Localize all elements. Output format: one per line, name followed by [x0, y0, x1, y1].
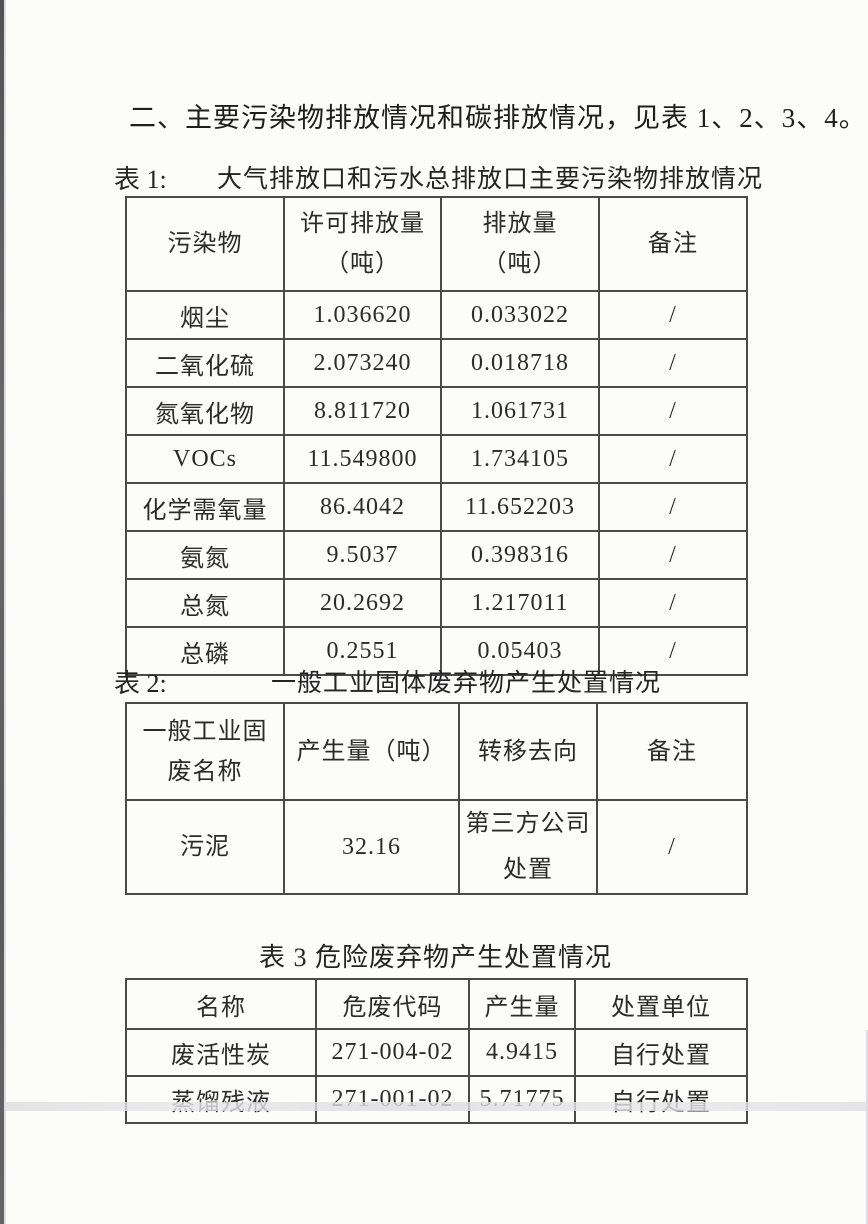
table-row: 蒸馏残液 271-001-02 5.71775 自行处置 — [125, 1075, 748, 1124]
t1-header-permitted-amount: 许可排放量 （吨） — [283, 196, 442, 292]
table-cell: 1.061731 — [440, 386, 600, 436]
table-cell: 蒸馏残液 — [125, 1075, 317, 1124]
table-row: 总磷 0.2551 0.05403 / — [125, 626, 748, 676]
table-row: 氨氮 9.5037 0.398316 / — [125, 530, 748, 580]
table-row: 烟尘 1.036620 0.033022 / — [125, 290, 748, 340]
table-cell: / — [598, 386, 748, 436]
table-cell: 86.4042 — [283, 482, 442, 532]
section-heading: 二、主要污染物排放情况和碳排放情况，见表 1、2、3、4。 — [129, 103, 867, 133]
table-cell: / — [596, 799, 748, 895]
table-cell: / — [598, 482, 748, 532]
scan-line-artifact — [6, 1102, 868, 1111]
table-cell: 烟尘 — [125, 290, 285, 340]
t2-header-remark: 备注 — [596, 702, 748, 801]
scan-edge-right — [866, 1030, 868, 1224]
table-cell: 32.16 — [283, 799, 460, 895]
t1-header-remark: 备注 — [598, 196, 748, 292]
table1-air-water-pollutants: 污染物 许可排放量 （吨） 排放量 （吨） 备注 烟尘 1.036620 0.033… — [125, 196, 748, 676]
table-row: 废活性炭 271-004-02 4.9415 自行处置 — [125, 1028, 748, 1077]
table-cell: 8.811720 — [283, 386, 442, 436]
t2-header-waste-name: 一般工业固 废名称 — [125, 702, 285, 801]
table-cell: 废活性炭 — [125, 1028, 317, 1077]
table-row: 污泥 32.16 第三方公司 处置 / — [125, 799, 748, 895]
table-row: 氮氧化物 8.811720 1.061731 / — [125, 386, 748, 436]
table-row: 总氮 20.2692 1.217011 / — [125, 578, 748, 628]
table-cell: 1.734105 — [440, 434, 600, 484]
table-cell: / — [598, 290, 748, 340]
table-cell: 9.5037 — [283, 530, 442, 580]
table-cell: / — [598, 578, 748, 628]
table-cell: 0.018718 — [440, 338, 600, 388]
table-cell: 污泥 — [125, 799, 285, 895]
table-row: 二氧化硫 2.073240 0.018718 / — [125, 338, 748, 388]
table-cell: / — [598, 338, 748, 388]
table2-general-solid-waste: 一般工业固 废名称 产生量（吨） 转移去向 备注 污泥 32.16 第三方公司 处置… — [125, 702, 748, 895]
t3-header-disposal-unit: 处置单位 — [574, 978, 748, 1030]
table2-label: 表 2: — [114, 669, 167, 698]
table-cell: 氮氧化物 — [125, 386, 285, 436]
table1-caption: 大气排放口和污水总排放口主要污染物排放情况 — [217, 166, 764, 193]
table-cell: 20.2692 — [283, 578, 442, 628]
table-cell: 0.2551 — [283, 626, 442, 676]
table-header-row: 污染物 许可排放量 （吨） 排放量 （吨） 备注 — [125, 196, 748, 292]
table-cell: 总氮 — [125, 578, 285, 628]
t3-header-generated-amount: 产生量 — [468, 978, 576, 1030]
table-cell: 4.9415 — [468, 1028, 576, 1077]
table-cell: / — [598, 530, 748, 580]
t3-header-name: 名称 — [125, 978, 317, 1030]
table-cell: 1.217011 — [440, 578, 600, 628]
table-cell: VOCs — [125, 434, 285, 484]
table-cell: 0.033022 — [440, 290, 600, 340]
table-cell: 自行处置 — [574, 1028, 748, 1077]
table3-hazardous-waste: 名称 危废代码 产生量 处置单位 废活性炭 271-004-02 4.9415 … — [125, 978, 748, 1124]
table1-label: 表 1: — [114, 165, 167, 194]
table-header-row: 名称 危废代码 产生量 处置单位 — [125, 978, 748, 1030]
table-row: 化学需氧量 86.4042 11.652203 / — [125, 482, 748, 532]
table3-caption: 表 3 危险废弃物产生处置情况 — [258, 943, 612, 972]
t3-header-hazard-code: 危废代码 — [315, 978, 470, 1030]
table-row: VOCs 11.549800 1.734105 / — [125, 434, 748, 484]
scan-edge-left-soft — [4, 0, 6, 1224]
t2-header-generated-amount: 产生量（吨） — [283, 702, 460, 801]
table-cell: 化学需氧量 — [125, 482, 285, 532]
table2-caption: 一般工业固体废弃物产生处置情况 — [271, 670, 662, 697]
t1-header-emission-amount: 排放量 （吨） — [440, 196, 600, 292]
table-header-row: 一般工业固 废名称 产生量（吨） 转移去向 备注 — [125, 702, 748, 801]
table-cell: 2.073240 — [283, 338, 442, 388]
table-cell: 1.036620 — [283, 290, 442, 340]
table-cell: 0.398316 — [440, 530, 600, 580]
table-cell: 氨氮 — [125, 530, 285, 580]
table-cell: 5.71775 — [468, 1075, 576, 1124]
table-cell: 11.549800 — [283, 434, 442, 484]
t1-header-pollutant: 污染物 — [125, 196, 285, 292]
table-cell: 第三方公司 处置 — [458, 799, 598, 895]
table-cell: 自行处置 — [574, 1075, 748, 1124]
table-cell: 11.652203 — [440, 482, 600, 532]
table-cell: 总磷 — [125, 626, 285, 676]
t2-header-transfer-destination: 转移去向 — [458, 702, 598, 801]
table-cell: 271-001-02 — [315, 1075, 470, 1124]
table-cell: 二氧化硫 — [125, 338, 285, 388]
table-cell: / — [598, 626, 748, 676]
table-cell: / — [598, 434, 748, 484]
table-cell: 0.05403 — [440, 626, 600, 676]
table-cell: 271-004-02 — [315, 1028, 470, 1077]
scan-edge-left — [0, 0, 4, 1224]
